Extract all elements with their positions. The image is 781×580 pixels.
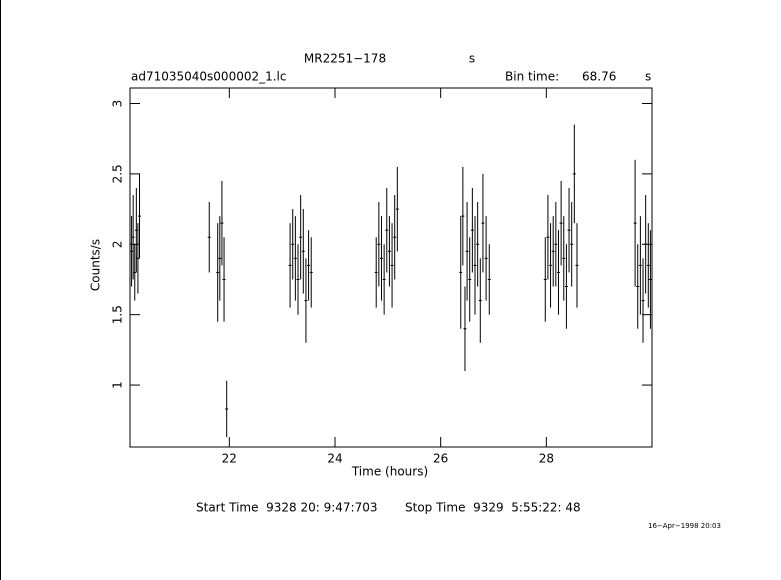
error-point — [549, 223, 553, 308]
error-point — [461, 166, 465, 266]
error-point — [570, 202, 574, 287]
error-point — [564, 244, 568, 329]
error-point — [395, 166, 399, 252]
error-point — [543, 237, 547, 322]
error-point — [393, 194, 397, 280]
file-name: ad71035040s000002_1.lc — [131, 70, 287, 84]
error-point — [390, 223, 394, 308]
error-point — [138, 173, 142, 259]
x-tick-label: 24 — [327, 452, 342, 466]
error-point — [307, 230, 311, 301]
error-point — [301, 209, 305, 294]
error-point — [225, 380, 229, 438]
bin-time-unit: s — [645, 70, 651, 84]
error-point — [288, 223, 292, 308]
error-point — [484, 216, 488, 301]
error-point — [644, 194, 648, 294]
error-point — [646, 223, 650, 308]
error-point — [220, 180, 224, 266]
y-tick-label: 2 — [111, 240, 125, 248]
chart-title: MR2251−178 — [304, 52, 386, 66]
error-point — [481, 173, 485, 273]
x-tick-label: 22 — [222, 452, 237, 466]
error-point — [487, 244, 491, 315]
title-unit: s — [469, 52, 475, 66]
error-point — [304, 258, 308, 343]
error-point — [218, 216, 222, 301]
error-point — [459, 216, 463, 329]
error-point — [562, 216, 566, 301]
error-point — [572, 124, 576, 224]
bin-time-label: Bin time: — [505, 70, 559, 84]
error-point — [299, 194, 303, 280]
error-point — [636, 244, 640, 329]
error-point — [131, 194, 135, 280]
error-point — [130, 216, 134, 287]
error-point — [638, 216, 642, 315]
error-point — [648, 230, 652, 329]
error-point — [374, 237, 378, 308]
error-point — [382, 244, 386, 315]
error-point — [216, 223, 220, 322]
plot-frame — [129, 87, 653, 448]
error-point — [554, 202, 558, 287]
error-point — [641, 258, 645, 343]
error-point — [473, 216, 477, 315]
y-tick-label: 3 — [111, 100, 125, 108]
error-point — [134, 187, 138, 273]
stop-time: Stop Time 9329 5:55:22: 48 — [405, 501, 581, 515]
error-point — [559, 180, 563, 266]
error-point — [633, 159, 637, 287]
error-point — [385, 187, 389, 273]
error-point — [463, 286, 467, 371]
date: 16−Apr−1998 20:03 — [648, 522, 721, 530]
error-point — [133, 244, 137, 301]
error-point — [470, 187, 474, 273]
error-point — [546, 194, 550, 280]
error-point — [465, 202, 469, 301]
x-tick-label: 28 — [539, 452, 554, 466]
error-point — [567, 187, 571, 273]
error-point — [377, 202, 381, 287]
bin-time: 68.76 — [582, 70, 616, 84]
error-point — [476, 202, 480, 287]
y-axis-label: Counts/s — [89, 239, 103, 291]
error-point — [575, 223, 579, 308]
error-point — [478, 258, 482, 343]
error-point — [207, 202, 211, 273]
error-point — [551, 216, 555, 287]
y-tick-label: 1.5 — [111, 305, 125, 324]
error-point — [296, 244, 300, 315]
error-point — [556, 230, 560, 315]
error-point — [309, 237, 313, 308]
error-point — [379, 216, 383, 301]
error-point — [468, 237, 472, 322]
start-time: Start Time 9328 20: 9:47:703 — [196, 501, 378, 515]
x-tick-label: 26 — [433, 452, 448, 466]
error-point — [291, 209, 295, 280]
x-axis-label: Time (hours) — [351, 465, 428, 479]
y-tick-label: 2.5 — [111, 164, 125, 183]
error-point — [387, 216, 391, 287]
error-point — [136, 223, 140, 294]
error-point — [222, 237, 226, 322]
error-point — [293, 216, 297, 301]
y-tick-label: 1 — [111, 381, 125, 389]
